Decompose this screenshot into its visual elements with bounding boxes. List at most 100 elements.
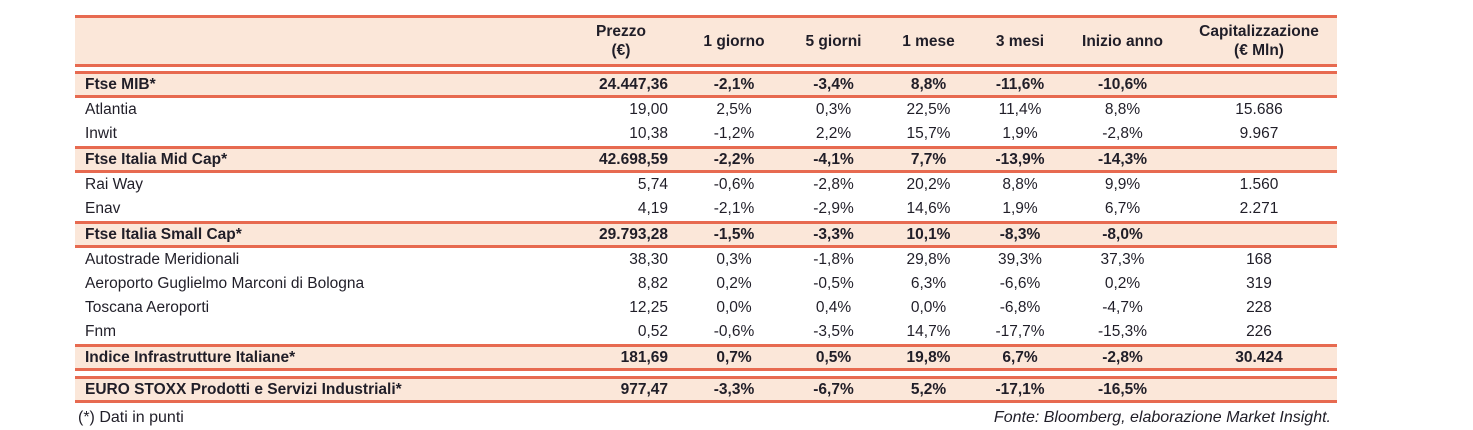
cell-prezzo: 0,52	[637, 324, 668, 340]
cell-name: EURO STOXX Prodotti e Servizi Industrial…	[85, 381, 402, 398]
cell-1-mese: 7,7%	[910, 151, 947, 168]
cell-name: Autostrade Meridionali	[85, 252, 240, 268]
index-row: Ftse Italia Mid Cap* 42.698,59 -2,2% -4,1% 7…	[75, 146, 1337, 173]
stock-row: Toscana Aeroporti 12,25 0,0% 0,4% 0,0% -6,8% -…	[75, 296, 1337, 320]
market-performance-table: Prezzo (€) 1 giorno 5 giorni 1 mese 3 me…	[75, 15, 1337, 427]
cell-5-giorni: -2,8%	[813, 177, 854, 193]
cell-prezzo: 5,74	[637, 177, 668, 193]
footnote-dati-in-punti: (*) Dati in punti	[78, 409, 184, 426]
cell-1-giorno: -0,6%	[713, 324, 755, 340]
cell-3-mesi: 39,3%	[998, 252, 1042, 268]
cell-3-mesi: 1,9%	[1002, 126, 1038, 142]
cell-name: Fnm	[85, 324, 116, 340]
cell-5-giorni: 2,2%	[815, 126, 852, 142]
cell-name: Aeroporto Guglielmo Marconi di Bologna	[85, 276, 365, 292]
cell-capitalizzazione: 1.560	[1239, 177, 1279, 193]
cell-3-mesi: -8,3%	[999, 226, 1041, 243]
cell-1-giorno: -2,2%	[713, 151, 755, 168]
stock-row: Inwit 10,38 -1,2% 2,2% 15,7% 1,9% -2,8% 9.967	[75, 122, 1337, 146]
cell-inizio-anno: 8,8%	[1104, 102, 1141, 118]
cell-inizio-anno: -2,8%	[1102, 126, 1143, 142]
cell-5-giorni: -1,8%	[813, 252, 854, 268]
cell-capitalizzazione: 319	[1246, 276, 1272, 292]
cell-prezzo: 10,38	[629, 126, 668, 142]
cell-capitalizzazione: 228	[1246, 300, 1272, 316]
cell-1-mese: 20,2%	[906, 177, 951, 193]
index-row: EURO STOXX Prodotti e Servizi Industrial…	[75, 376, 1337, 403]
header-sub-label: (€ Mln)	[1234, 42, 1284, 59]
header-label: Inizio anno	[1082, 32, 1163, 50]
cell-1-giorno: -3,3%	[713, 381, 755, 398]
cell-5-giorni: 0,4%	[815, 300, 852, 316]
cell-inizio-anno: 37,3%	[1100, 252, 1145, 268]
cell-capitalizzazione: 226	[1246, 324, 1272, 340]
cell-1-mese: 22,5%	[906, 102, 951, 118]
cell-1-giorno: 0,0%	[716, 300, 752, 316]
cell-5-giorni: -3,3%	[813, 226, 854, 243]
cell-capitalizzazione: 168	[1246, 252, 1272, 268]
cell-3-mesi: 8,8%	[1002, 177, 1038, 193]
cell-1-mese: 10,1%	[906, 226, 951, 243]
cell-prezzo: 4,19	[637, 201, 668, 217]
header-prezzo: Prezzo (€)	[560, 18, 682, 64]
cell-1-giorno: 0,7%	[716, 349, 752, 366]
cell-prezzo: 12,25	[629, 300, 668, 316]
cell-prezzo: 19,00	[629, 102, 668, 118]
table-header-row: Prezzo (€) 1 giorno 5 giorni 1 mese 3 me…	[75, 15, 1337, 67]
index-row: Ftse MIB* 24.447,36 -2,1% -3,4% 8,8% -11,6% -1…	[75, 71, 1337, 98]
stock-row: Enav 4,19 -2,1% -2,9% 14,6% 1,9% 6,7% 2.271	[75, 197, 1337, 221]
cell-3-mesi: -6,6%	[999, 276, 1041, 292]
cell-name: Toscana Aeroporti	[85, 300, 210, 316]
stock-row: Atlantia 19,00 2,5% 0,3% 22,5% 11,4% 8,8% 15.68…	[75, 98, 1337, 122]
index-row: Indice Infrastrutture Italiane* 181,69 0,7…	[75, 344, 1337, 371]
cell-inizio-anno: -14,3%	[1097, 151, 1148, 168]
index-row: Ftse Italia Small Cap* 29.793,28 -1,5% -3,3…	[75, 221, 1337, 248]
cell-capitalizzazione: 30.424	[1235, 349, 1283, 366]
cell-1-giorno: 0,2%	[716, 276, 752, 292]
cell-prezzo: 24.447,36	[599, 76, 668, 93]
cell-3-mesi: -6,8%	[999, 300, 1041, 316]
header-1-giorno: 1 giorno	[682, 18, 786, 64]
cell-5-giorni: -4,1%	[813, 151, 854, 168]
cell-5-giorni: -2,9%	[813, 201, 854, 217]
cell-5-giorni: -0,5%	[813, 276, 854, 292]
stock-row: Aeroporto Guglielmo Marconi di Bologna 8,…	[75, 272, 1337, 296]
cell-name: Rai Way	[85, 177, 143, 193]
header-capitalizzazione: Capitalizzazione (€ Mln)	[1181, 18, 1337, 64]
cell-1-giorno: -1,5%	[713, 226, 755, 243]
cell-prezzo: 977,47	[620, 381, 668, 398]
stock-row: Autostrade Meridionali 38,30 0,3% -1,8% 29,8…	[75, 248, 1337, 272]
cell-inizio-anno: 9,9%	[1104, 177, 1141, 193]
cell-1-mese: 15,7%	[906, 126, 951, 142]
cell-1-mese: 5,2%	[910, 381, 947, 398]
cell-5-giorni: -3,5%	[813, 324, 854, 340]
cell-1-mese: 29,8%	[906, 252, 951, 268]
cell-inizio-anno: -10,6%	[1097, 76, 1148, 93]
cell-name: Enav	[85, 201, 121, 217]
header-5-giorni: 5 giorni	[786, 18, 881, 64]
cell-inizio-anno: 0,2%	[1104, 276, 1141, 292]
cell-3-mesi: 6,7%	[1002, 349, 1038, 366]
header-label: 3 mesi	[995, 32, 1045, 50]
cell-1-mese: 8,8%	[910, 76, 947, 93]
cell-name: Ftse MIB*	[85, 76, 156, 93]
header-empty	[75, 18, 560, 64]
cell-3-mesi: 11,4%	[998, 102, 1042, 118]
band-gap	[75, 67, 1337, 71]
cell-1-mese: 6,3%	[910, 276, 947, 292]
cell-prezzo: 29.793,28	[599, 226, 668, 243]
cell-inizio-anno: -2,8%	[1102, 349, 1143, 366]
cell-prezzo: 42.698,59	[599, 151, 668, 168]
cell-capitalizzazione: 15.686	[1235, 102, 1283, 118]
cell-inizio-anno: -15,3%	[1097, 324, 1148, 340]
cell-1-mese: 14,7%	[906, 324, 951, 340]
cell-name: Inwit	[85, 126, 117, 142]
header-3-mesi: 3 mesi	[976, 18, 1064, 64]
cell-prezzo: 181,69	[620, 349, 668, 366]
cell-prezzo: 8,82	[637, 276, 668, 292]
cell-3-mesi: -17,7%	[995, 324, 1045, 340]
cell-5-giorni: -6,7%	[813, 381, 854, 398]
cell-name: Atlantia	[85, 102, 137, 118]
cell-capitalizzazione: 2.271	[1239, 201, 1279, 217]
